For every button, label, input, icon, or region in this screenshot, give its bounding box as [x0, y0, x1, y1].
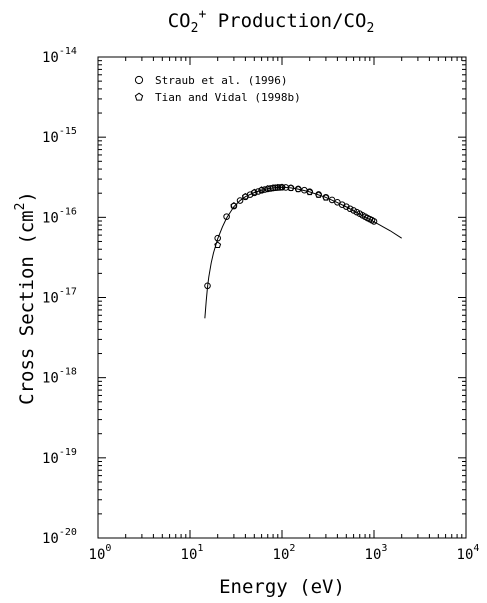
data-point-straub: [254, 188, 262, 195]
x-tick-label: 101: [181, 543, 204, 563]
legend-label-straub: Straub et al. (1996): [155, 74, 287, 87]
x-tick-label: 102: [273, 543, 296, 563]
y-tick-label: 10-14: [42, 46, 77, 66]
x-tick-label-exp: 0: [105, 543, 111, 554]
x-tick-label: 100: [89, 543, 112, 563]
data-point-tian: [278, 183, 286, 191]
data-point-tian: [214, 241, 222, 249]
y-tick-label-exp: -18: [59, 367, 77, 378]
data-point-straub: [236, 197, 244, 204]
y-tick-label-exp: -20: [59, 527, 77, 538]
x-tick-label-exp: 3: [381, 543, 387, 554]
x-axis-label: Energy (eV): [219, 576, 345, 598]
title-main: CO: [168, 10, 191, 32]
y-tick-label-exp: -17: [59, 287, 77, 298]
y-tick-label: 10-16: [42, 206, 77, 226]
ylabel-main: Cross Section (cm: [16, 210, 38, 404]
x-tick-labels: 100 101 102 103 104: [89, 543, 480, 563]
y-tick-label-base: 10: [42, 531, 59, 547]
y-tick-label-exp: -14: [59, 46, 77, 57]
y-tick-label: 10-19: [42, 447, 77, 467]
y-tick-label: 10-17: [42, 287, 77, 307]
data-point-straub: [267, 185, 274, 192]
title-sub2: 2: [366, 21, 374, 36]
fit-curve-path: [204, 186, 402, 319]
legend-circle-marker: [134, 75, 144, 85]
y-tick-label-base: 10: [42, 291, 59, 307]
x-tick-label-base: 10: [89, 547, 106, 563]
data-point-straub: [346, 205, 354, 213]
x-tick-label-base: 10: [273, 547, 290, 563]
x-tick-label-exp: 2: [289, 543, 295, 554]
data-point-straub: [214, 234, 221, 242]
data-point-straub: [343, 203, 350, 210]
y-tick-label-exp: -16: [59, 206, 77, 217]
data-point-tian: [241, 192, 249, 200]
x-tick-label-base: 10: [181, 547, 198, 563]
chart-title: CO2+ Production/CO2: [168, 7, 375, 36]
data-point-tian: [230, 202, 238, 209]
data-point-tian: [287, 184, 295, 191]
data-point-straub: [223, 213, 230, 220]
title-mid: Production/CO: [206, 10, 366, 32]
data-point-tian: [258, 186, 266, 193]
legend-entry-straub: Straub et al. (1996): [134, 74, 287, 87]
data-point-straub: [328, 196, 336, 204]
data-point-tian: [250, 188, 258, 196]
axis-ticks: [97, 57, 466, 539]
x-tick-label-exp: 1: [197, 543, 203, 554]
title-sup: +: [198, 7, 206, 22]
data-point-straub: [272, 184, 279, 192]
fit-curve: [204, 186, 402, 319]
legend-entry-tian: Tian and Vidal (1998b): [134, 91, 301, 104]
y-tick-label-exp: -19: [59, 447, 77, 458]
x-tick-label: 103: [365, 543, 388, 563]
y-tick-label-base: 10: [42, 371, 59, 387]
y-tick-label-base: 10: [42, 130, 59, 146]
data-point-straub: [204, 282, 211, 290]
y-tick-label-base: 10: [42, 451, 59, 467]
data-point-tian: [306, 188, 314, 196]
x-tick-label-base: 10: [365, 547, 382, 563]
y-tick-label: 10-18: [42, 367, 77, 387]
title-sub1: 2: [191, 21, 199, 36]
data-point-tian: [315, 191, 323, 198]
x-tick-label-exp: 4: [473, 543, 479, 554]
y-tick-label: 10-15: [42, 126, 77, 146]
ylabel-end: ): [16, 191, 38, 202]
data-point-straub: [350, 207, 357, 214]
ylabel-sup: 2: [13, 203, 28, 211]
legend: Straub et al. (1996) Tian and Vidal (199…: [134, 74, 301, 104]
legend-pentagon-marker: [134, 92, 144, 101]
data-points: [204, 183, 378, 290]
y-tick-label: 10-20: [42, 527, 77, 547]
legend-label-tian: Tian and Vidal (1998b): [155, 91, 301, 104]
y-tick-label-base: 10: [42, 50, 59, 66]
data-point-tian: [322, 194, 330, 201]
y-axis-label: Cross Section (cm2): [13, 191, 38, 405]
data-point-straub: [370, 218, 378, 225]
data-point-tian: [294, 185, 302, 193]
y-tick-label-exp: -15: [59, 126, 77, 137]
plot-frame: [97, 56, 467, 539]
y-tick-label-base: 10: [42, 210, 59, 226]
x-tick-label-base: 10: [457, 547, 474, 563]
x-tick-label: 104: [457, 543, 480, 563]
